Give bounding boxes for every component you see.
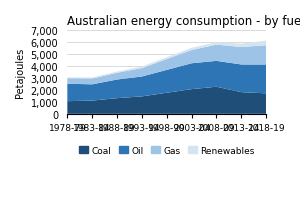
Legend: Coal, Oil, Gas, Renewables: Coal, Oil, Gas, Renewables xyxy=(75,142,258,158)
Y-axis label: Petajoules: Petajoules xyxy=(15,47,25,97)
Text: Australian energy consumption - by fuel type - chart: Australian energy consumption - by fuel … xyxy=(67,15,300,28)
